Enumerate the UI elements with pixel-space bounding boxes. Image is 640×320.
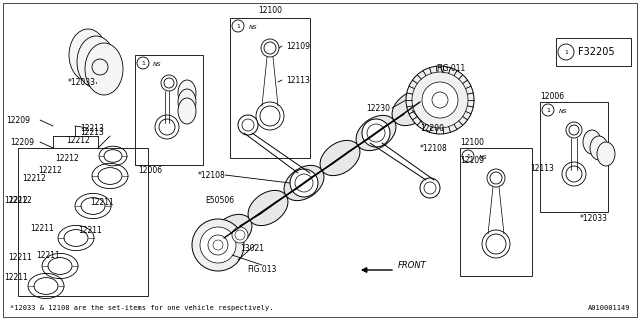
Text: FIG.011: FIG.011 (436, 63, 465, 73)
Circle shape (155, 115, 179, 139)
Bar (540, 102, 608, 212)
Ellipse shape (583, 130, 601, 154)
Circle shape (161, 75, 177, 91)
Circle shape (558, 44, 574, 60)
Text: 12212: 12212 (8, 196, 32, 204)
Bar (460, 148, 532, 276)
Text: 12211: 12211 (90, 197, 114, 206)
Ellipse shape (212, 214, 252, 250)
Text: 13021: 13021 (240, 244, 264, 252)
Ellipse shape (178, 89, 196, 115)
Text: 12211: 12211 (30, 223, 54, 233)
Text: 12213: 12213 (80, 127, 104, 137)
Text: 1: 1 (466, 154, 470, 158)
Circle shape (192, 219, 244, 271)
Ellipse shape (248, 190, 288, 226)
Text: 12211: 12211 (36, 252, 60, 260)
Circle shape (232, 227, 248, 243)
Text: 12212: 12212 (22, 173, 45, 182)
Bar (18, 148, 148, 296)
Text: 12006: 12006 (138, 165, 162, 174)
Text: NS: NS (153, 61, 162, 67)
Circle shape (362, 119, 390, 147)
Ellipse shape (178, 98, 196, 124)
Text: NS: NS (559, 108, 568, 114)
Text: *12033: *12033 (68, 77, 96, 86)
Text: A010001149: A010001149 (588, 305, 630, 311)
Circle shape (562, 162, 586, 186)
Text: 12200: 12200 (420, 124, 444, 132)
Text: 12212: 12212 (66, 135, 90, 145)
Bar (230, 18, 310, 158)
Circle shape (232, 20, 244, 32)
Bar (135, 55, 203, 165)
Circle shape (462, 150, 474, 162)
Text: 12212: 12212 (4, 196, 28, 204)
Ellipse shape (597, 142, 615, 166)
Text: 12209: 12209 (10, 138, 34, 147)
Text: NS: NS (249, 25, 258, 29)
Circle shape (566, 122, 582, 138)
Text: *12108: *12108 (420, 143, 448, 153)
Text: E50506: E50506 (205, 196, 234, 204)
Text: 12212: 12212 (38, 165, 61, 174)
Text: 12113: 12113 (286, 76, 310, 84)
Text: 1: 1 (236, 23, 240, 28)
Ellipse shape (590, 136, 608, 160)
Circle shape (238, 115, 258, 135)
Ellipse shape (69, 29, 107, 81)
Circle shape (92, 59, 108, 75)
Text: 12209: 12209 (6, 116, 30, 124)
Text: 12230: 12230 (366, 103, 390, 113)
Text: NS: NS (479, 155, 488, 159)
Text: FIG.013: FIG.013 (247, 266, 276, 275)
Circle shape (256, 102, 284, 130)
Text: 12211: 12211 (78, 226, 102, 235)
Ellipse shape (320, 140, 360, 176)
Circle shape (487, 169, 505, 187)
Text: 12212: 12212 (55, 154, 79, 163)
Text: 12100: 12100 (258, 5, 282, 14)
Text: *12033: *12033 (580, 213, 608, 222)
Text: 12211: 12211 (8, 253, 32, 262)
Text: *12033 & 12108 are the set-items for one vehicle respectively.: *12033 & 12108 are the set-items for one… (10, 305, 273, 311)
Text: 12109: 12109 (460, 156, 484, 164)
Bar (556, 38, 631, 66)
Text: 12006: 12006 (540, 92, 564, 100)
Circle shape (422, 82, 458, 118)
Text: FRONT: FRONT (398, 261, 427, 270)
Text: *12108: *12108 (198, 171, 226, 180)
Ellipse shape (356, 116, 396, 151)
Text: 12211: 12211 (4, 274, 28, 283)
Circle shape (261, 39, 279, 57)
Ellipse shape (178, 80, 196, 106)
Ellipse shape (392, 90, 432, 126)
Text: 1: 1 (546, 108, 550, 113)
Ellipse shape (85, 43, 123, 95)
Text: 12100: 12100 (460, 138, 484, 147)
Circle shape (137, 57, 149, 69)
Text: 1: 1 (564, 50, 568, 54)
Circle shape (482, 230, 510, 258)
Circle shape (412, 72, 468, 128)
Circle shape (542, 104, 554, 116)
Circle shape (290, 169, 318, 197)
Circle shape (200, 227, 236, 263)
Text: 12109: 12109 (286, 42, 310, 51)
Circle shape (208, 235, 228, 255)
Ellipse shape (284, 165, 324, 201)
Ellipse shape (77, 36, 115, 88)
Text: 12213: 12213 (80, 124, 104, 132)
Text: F32205: F32205 (578, 47, 614, 57)
Circle shape (420, 178, 440, 198)
Circle shape (406, 66, 474, 134)
Text: 12113: 12113 (530, 164, 554, 172)
Text: 1: 1 (141, 60, 145, 66)
